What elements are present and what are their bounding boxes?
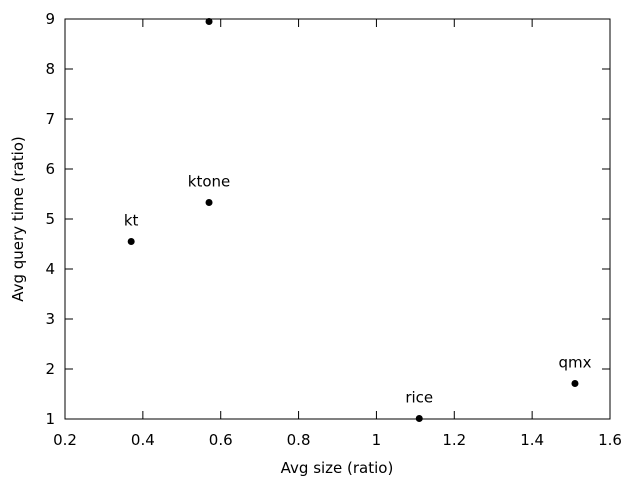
plot-frame [64,18,611,420]
data-point-label: rice [405,389,433,407]
data-point-label: qmx [558,354,591,372]
y-tick-label: 3 [45,310,55,328]
data-point [571,380,579,387]
y-tick-label: 6 [45,160,55,178]
x-tick-label: 0.2 [53,431,77,449]
y-tick-label: 2 [45,360,55,378]
y-tick-label: 9 [45,10,55,28]
x-tick-label: 1 [372,431,382,449]
data-point [127,238,135,245]
x-tick-label: 0.8 [287,431,311,449]
y-axis-ticks: 1 2 3 4 5 6 7 8 9 [45,10,610,428]
data-point [205,18,213,25]
y-tick-label: 4 [45,260,55,278]
data-point-label: kt [124,212,139,230]
x-tick-label: 1.6 [598,431,622,449]
data-points: ktone kt rice qmx [124,18,592,422]
x-tick-label: 0.4 [131,431,155,449]
y-tick-label: 7 [45,110,55,128]
x-tick-label: 1.2 [442,431,466,449]
y-tick-label: 1 [45,410,55,428]
x-axis-ticks: 0.2 0.4 0.6 0.8 1 1.2 1.4 1.6 [53,19,622,449]
y-tick-label: 8 [45,60,55,78]
x-tick-label: 1.4 [520,431,544,449]
y-tick-label: 5 [45,210,55,228]
x-axis-label: Avg size (ratio) [281,459,394,477]
data-point-label: ktone [188,173,230,191]
x-tick-label: 0.6 [209,431,233,449]
y-axis-label: Avg query time (ratio) [9,136,27,302]
data-point [415,415,423,422]
data-point [205,199,213,206]
